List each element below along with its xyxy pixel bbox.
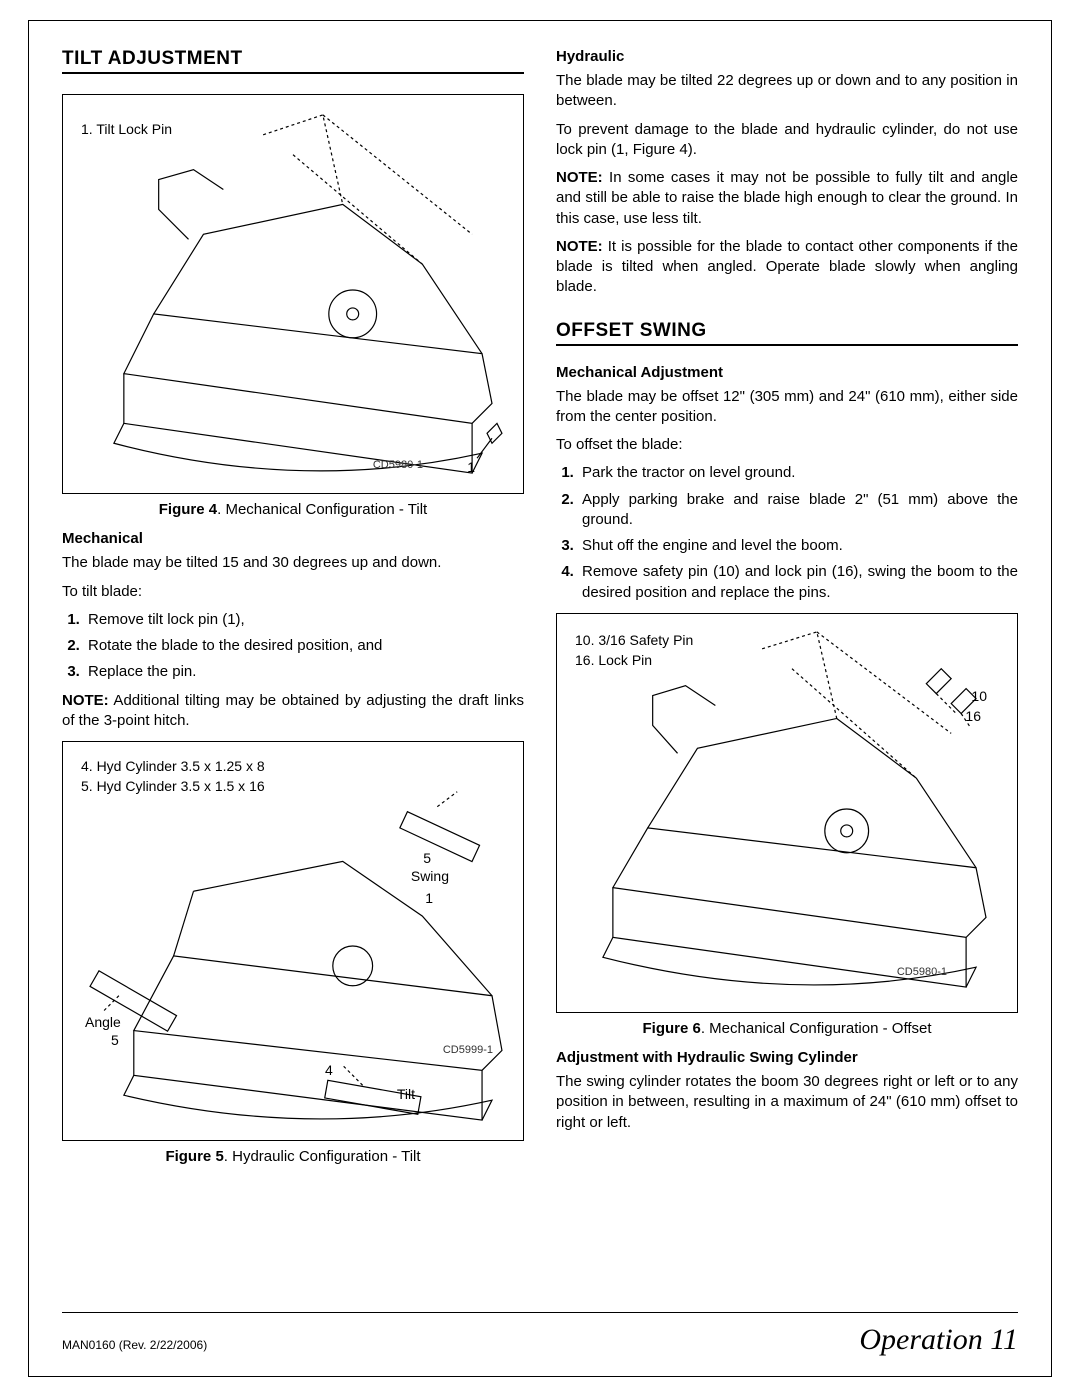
p-h2: To prevent damage to the blade and hydra… [556, 120, 1018, 161]
p-mech-2: To tilt blade: [62, 582, 524, 602]
fig6-diagram [557, 614, 1017, 1012]
note-1: NOTE: Additional tilting may be obtained… [62, 691, 524, 732]
offset-step-3: Shut off the engine and level the boom. [578, 536, 1018, 556]
fig4-callout-1: 1 [467, 459, 475, 475]
content-columns: TILT ADJUSTMENT 1. Tilt Lock Pin [62, 48, 1018, 1177]
fig6-n10: 10 [971, 688, 987, 704]
p-hs1: The swing cylinder rotates the boom 30 d… [556, 1072, 1018, 1133]
fig6-caption: Figure 6. Mechanical Configuration - Off… [556, 1019, 1018, 1039]
subhead-mechanical: Mechanical [62, 530, 524, 547]
fig5-n5b: 5 [111, 1032, 119, 1048]
tilt-steps: Remove tilt lock pin (1), Rotate the bla… [62, 610, 524, 683]
fig5-diagram [63, 742, 523, 1140]
figure-5-box: 4. Hyd Cylinder 3.5 x 1.25 x 8 5. Hyd Cy… [62, 741, 524, 1141]
heading-tilt: TILT ADJUSTMENT [62, 48, 524, 74]
fig4-code: CD5980-1 [373, 459, 423, 471]
note-2: NOTE: In some cases it may not be possib… [556, 168, 1018, 229]
footer-section: Operation 11 [859, 1323, 1018, 1357]
subhead-hydraulic: Hydraulic [556, 48, 1018, 65]
fig4-caption: Figure 4. Mechanical Configuration - Til… [62, 500, 524, 520]
fig5-swing: Swing [411, 868, 449, 884]
offset-steps: Park the tractor on level ground. Apply … [556, 463, 1018, 603]
page-footer: MAN0160 (Rev. 2/22/2006) Operation 11 [62, 1312, 1018, 1357]
note-3: NOTE: It is possible for the blade to co… [556, 237, 1018, 298]
fig5-n4: 4 [325, 1062, 333, 1078]
fig5-code: CD5999-1 [443, 1044, 493, 1056]
tilt-step-3: Replace the pin. [84, 662, 524, 682]
fig5-n1: 1 [425, 890, 433, 906]
p-h1: The blade may be tilted 22 degrees up or… [556, 71, 1018, 112]
fig6-n16: 16 [965, 708, 981, 724]
fig5-n5a: 5 [423, 850, 431, 866]
footer-doc-id: MAN0160 (Rev. 2/22/2006) [62, 1338, 207, 1352]
offset-step-1: Park the tractor on level ground. [578, 463, 1018, 483]
subhead-hyd-swing: Adjustment with Hydraulic Swing Cylinder [556, 1049, 1018, 1066]
figure-4-box: 1. Tilt Lock Pin [62, 94, 524, 494]
col-left: TILT ADJUSTMENT 1. Tilt Lock Pin [62, 48, 524, 1177]
fig5-tilt: Tilt [397, 1086, 415, 1102]
fig5-caption: Figure 5. Hydraulic Configuration - Tilt [62, 1147, 524, 1167]
tilt-step-1: Remove tilt lock pin (1), [84, 610, 524, 630]
p-o1: The blade may be offset 12" (305 mm) and… [556, 387, 1018, 428]
heading-offset: OFFSET SWING [556, 320, 1018, 346]
figure-6-box: 10. 3/16 Safety Pin 16. Lock Pin [556, 613, 1018, 1013]
subhead-mech-adj: Mechanical Adjustment [556, 364, 1018, 381]
tilt-step-2: Rotate the blade to the desired position… [84, 636, 524, 656]
offset-step-2: Apply parking brake and raise blade 2" (… [578, 490, 1018, 531]
col-right: Hydraulic The blade may be tilted 22 deg… [556, 48, 1018, 1177]
fig4-diagram [63, 95, 523, 493]
fig6-code: CD5980-1 [897, 966, 947, 978]
p-o2: To offset the blade: [556, 435, 1018, 455]
p-mech-1: The blade may be tilted 15 and 30 degree… [62, 553, 524, 573]
fig5-angle: Angle [85, 1014, 121, 1030]
offset-step-4: Remove safety pin (10) and lock pin (16)… [578, 562, 1018, 603]
